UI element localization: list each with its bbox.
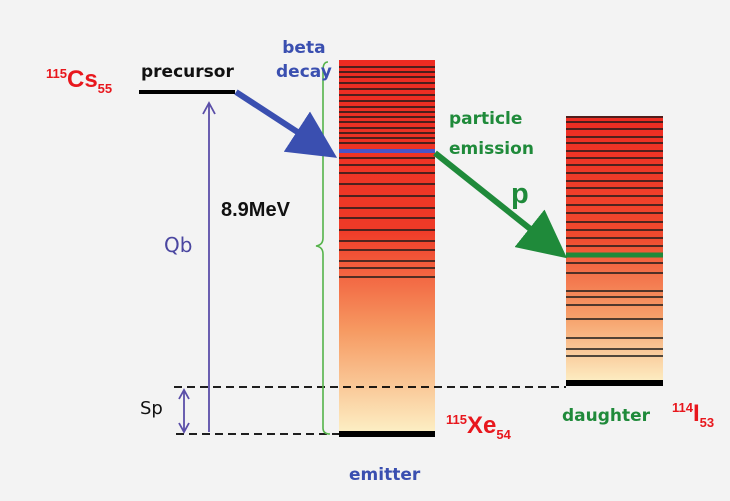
energy-label: 8.9MeV — [221, 199, 290, 221]
sp-label: Sp — [140, 398, 163, 419]
particle-emission-arrow — [433, 150, 568, 259]
daughter-label: daughter — [562, 406, 651, 426]
particle-emission-label: particle emission — [449, 109, 534, 159]
emitter-levels — [339, 66, 435, 278]
energy-bracket — [315, 61, 331, 435]
daughter-levels — [566, 116, 663, 357]
proton-label: p — [511, 178, 529, 210]
precursor-label: precursor — [141, 62, 234, 82]
emitter-nucleus-label: 115Xe54 — [446, 412, 511, 442]
precursor-nucleus-label: 115Cs55 — [46, 66, 113, 96]
daughter-level-box — [566, 116, 663, 384]
qb-label: Qb — [164, 233, 193, 257]
qb-arrow-head — [202, 101, 216, 115]
emitter-label: emitter — [349, 465, 421, 485]
beta-decay-label: beta decay — [276, 38, 332, 82]
beta-decay-arrow — [234, 89, 338, 158]
daughter-nucleus-label: 114I53 — [672, 400, 715, 430]
